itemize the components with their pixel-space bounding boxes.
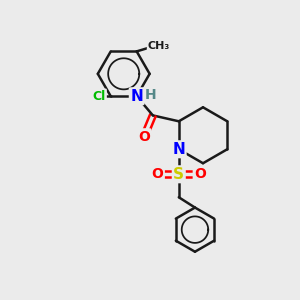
- Text: O: O: [152, 167, 164, 181]
- Text: H: H: [145, 88, 157, 102]
- Text: S: S: [173, 167, 184, 182]
- Text: N: N: [172, 142, 185, 157]
- Text: O: O: [138, 130, 150, 144]
- Text: CH₃: CH₃: [148, 41, 170, 51]
- Text: O: O: [194, 167, 206, 181]
- Text: Cl: Cl: [92, 90, 106, 103]
- Text: N: N: [130, 89, 143, 104]
